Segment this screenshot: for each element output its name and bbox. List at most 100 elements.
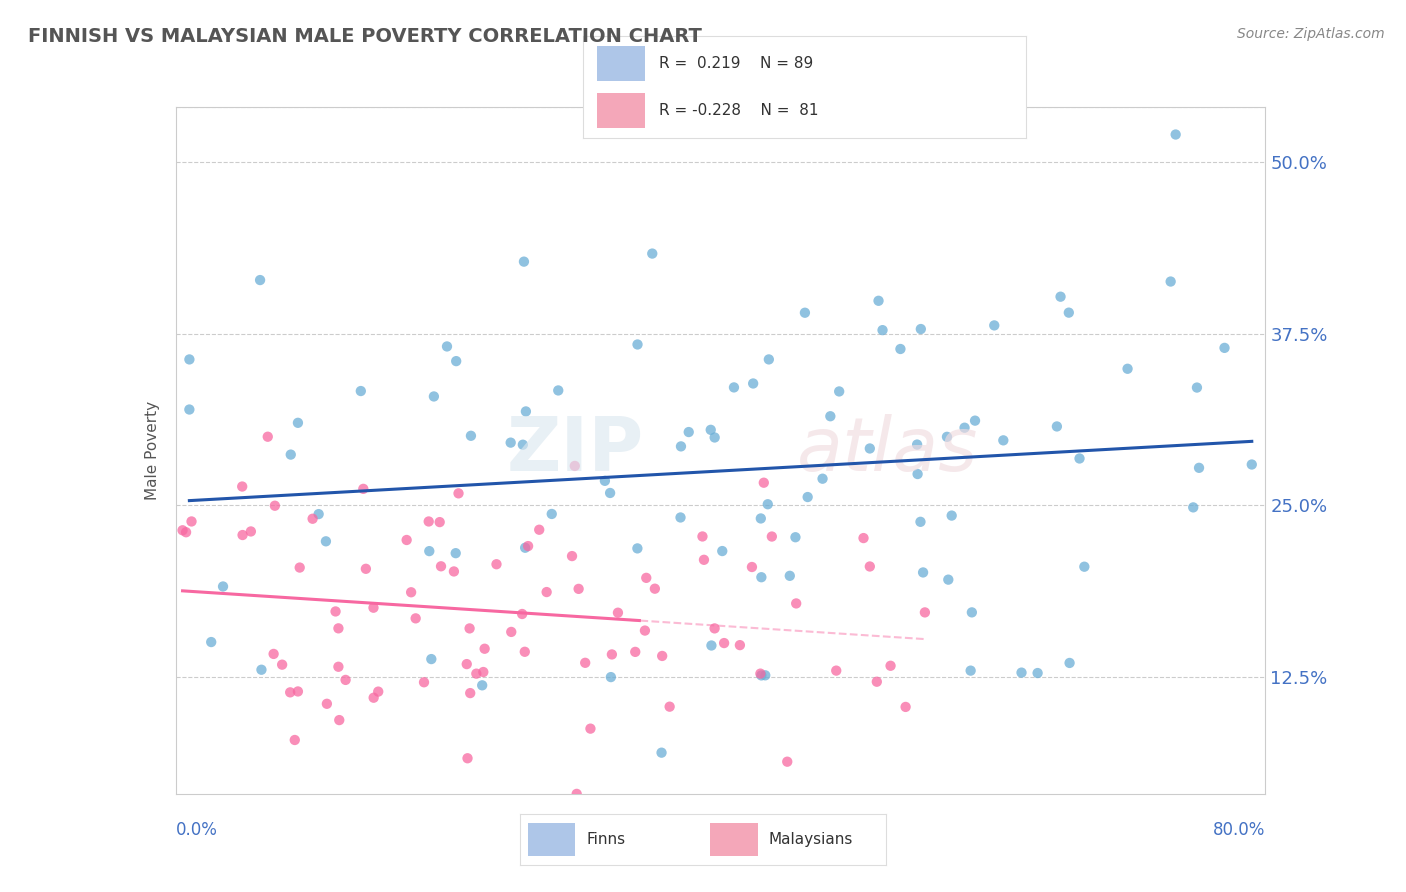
Point (751, 668, 773, 682)
Point (1182, 500, 1205, 515)
Point (579, 722, 602, 736)
Point (859, 442, 882, 456)
Point (430, 559, 453, 574)
Point (271, 657, 294, 672)
Point (536, 585, 558, 599)
Text: R =  0.219    N = 89: R = 0.219 N = 89 (659, 56, 813, 70)
Point (1011, 665, 1033, 680)
Point (287, 684, 309, 698)
Point (460, 429, 482, 443)
Point (626, 541, 648, 556)
Point (872, 323, 894, 337)
Point (907, 467, 929, 481)
Point (256, 430, 278, 444)
Point (363, 690, 385, 705)
Point (540, 507, 562, 521)
Point (180, 515, 202, 529)
Point (232, 528, 254, 542)
Point (593, 474, 616, 488)
Point (179, 352, 201, 367)
Point (301, 512, 323, 526)
Point (811, 472, 834, 486)
Point (703, 621, 725, 635)
Point (564, 458, 586, 473)
Point (866, 674, 889, 689)
Point (912, 566, 935, 580)
Point (200, 635, 222, 649)
Point (515, 541, 537, 555)
Point (328, 659, 350, 673)
Point (499, 435, 522, 450)
Point (472, 665, 495, 679)
Point (624, 645, 647, 659)
Point (284, 733, 307, 747)
Point (728, 638, 751, 652)
Point (756, 497, 779, 511)
Point (678, 425, 700, 439)
Point (512, 438, 534, 452)
Point (599, 486, 621, 500)
Point (1026, 666, 1049, 681)
Point (278, 685, 301, 699)
Point (517, 539, 540, 553)
Point (501, 624, 523, 639)
Point (325, 604, 347, 618)
Point (741, 560, 763, 574)
Point (444, 546, 467, 560)
Point (785, 530, 807, 544)
Point (1046, 419, 1069, 434)
Point (1057, 305, 1080, 319)
Point (693, 553, 716, 567)
Point (1164, 128, 1187, 142)
Point (1160, 275, 1182, 289)
Point (651, 648, 673, 663)
Point (761, 529, 783, 543)
Y-axis label: Male Poverty: Male Poverty (145, 401, 160, 500)
Point (413, 675, 436, 690)
Point (669, 510, 692, 524)
Text: 0.0%: 0.0% (176, 822, 218, 839)
Point (793, 306, 815, 320)
Point (239, 524, 262, 539)
Point (308, 507, 330, 521)
Point (936, 573, 959, 587)
Point (754, 668, 776, 682)
Point (993, 434, 1015, 448)
Point (651, 746, 673, 760)
Point (983, 318, 1005, 333)
Point (485, 558, 508, 572)
Point (711, 544, 734, 558)
Point (280, 448, 302, 462)
Point (1213, 341, 1236, 355)
Point (513, 645, 536, 659)
Point (1049, 290, 1071, 304)
Point (287, 416, 309, 430)
Point (825, 664, 848, 678)
Point (249, 273, 271, 287)
Text: 80.0%: 80.0% (1213, 822, 1265, 839)
Point (263, 647, 285, 661)
Text: atlas: atlas (797, 415, 979, 486)
Point (669, 439, 692, 453)
Point (700, 639, 723, 653)
Text: ZIP: ZIP (508, 414, 644, 487)
Point (231, 479, 253, 493)
Point (179, 402, 201, 417)
Point (905, 437, 928, 451)
Point (363, 600, 385, 615)
Point (1188, 460, 1211, 475)
Point (447, 486, 470, 500)
Point (172, 523, 194, 537)
FancyBboxPatch shape (527, 822, 575, 856)
Point (910, 322, 932, 336)
Point (458, 621, 481, 635)
Point (465, 666, 488, 681)
Point (636, 571, 658, 585)
Point (367, 684, 389, 698)
Point (626, 337, 648, 351)
Text: R = -0.228    N =  81: R = -0.228 N = 81 (659, 103, 818, 118)
Point (457, 751, 479, 765)
Point (599, 670, 621, 684)
Point (418, 544, 440, 558)
Point (889, 342, 911, 356)
